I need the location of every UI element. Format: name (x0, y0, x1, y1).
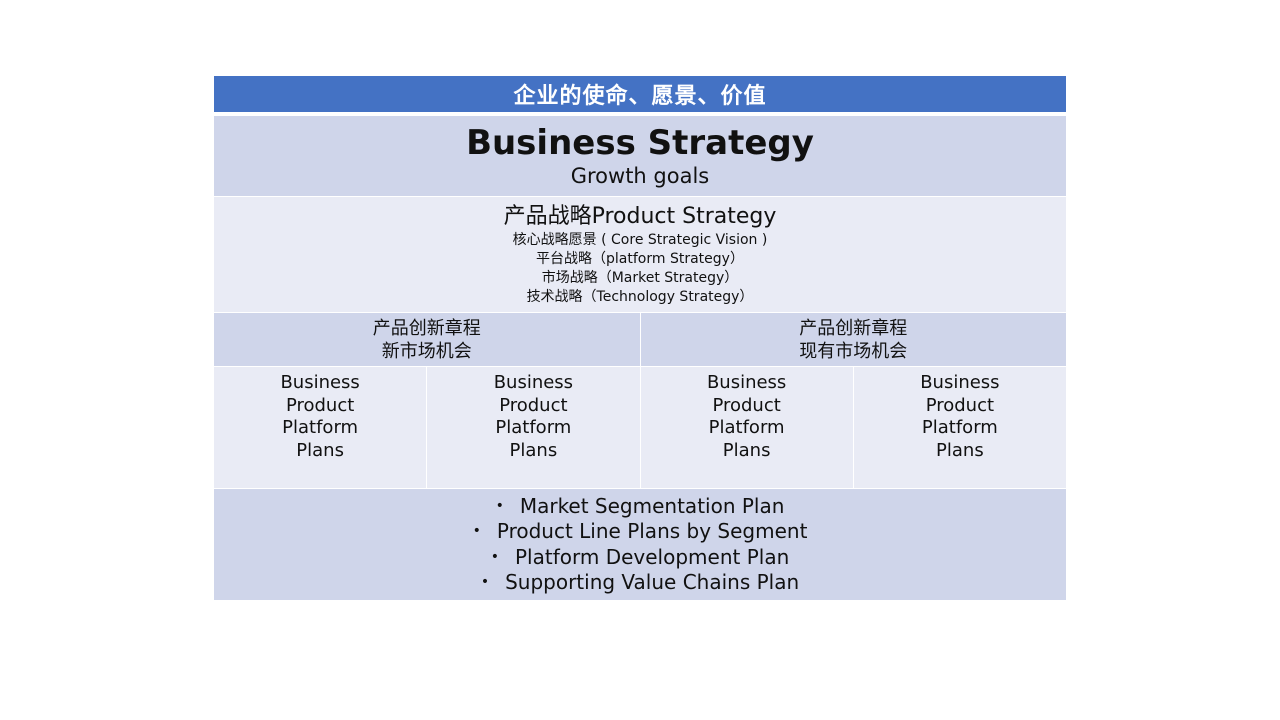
header-title: 企业的使命、愿景、价值 (513, 84, 767, 109)
bullet-marker: • (480, 574, 490, 590)
bullet-text: Product Line Plans by Segment (496, 519, 808, 543)
bullet-text: Platform Development Plan (515, 544, 790, 569)
strategy-hierarchy-table: 企业的使命、愿景、价值 Business Strategy Growth goa… (214, 76, 1066, 600)
business-strategy-title: Business Strategy (466, 123, 814, 163)
plan-cell-3: Business Product Platform Plans (640, 367, 853, 488)
core-strategic-vision-line: 核心战略愿景 ( Core Strategic Vision ) (512, 231, 768, 248)
plan-line: Product (285, 394, 355, 416)
plan-line: Platform (495, 417, 572, 438)
plan-cell-1: Business Product Platform Plans (214, 367, 427, 488)
mission-vision-values-header: 企业的使命、愿景、价值 (214, 76, 1066, 112)
plan-line: Business (706, 372, 787, 393)
charter-label: 产品创新章程 (799, 317, 908, 339)
plan-line: Product (925, 394, 995, 416)
plan-text: Business Product Platform Plans (702, 372, 792, 488)
charter-market-label: 现有市场机会 (799, 340, 908, 362)
platform-plans-row: Business Product Platform Plans Business… (214, 367, 1066, 488)
technology-strategy-line: 技术战略（Technology Strategy） (526, 288, 754, 305)
plan-line: Product (712, 394, 781, 416)
plan-line: Product (499, 394, 568, 416)
bullet-text: Supporting Value Chains Plan (505, 570, 800, 594)
plan-line: Plans (722, 439, 771, 461)
plan-line: Platform (921, 417, 998, 438)
charter-label: 产品创新章程 (372, 317, 481, 339)
bullet-marker: • (495, 497, 504, 514)
charter-market-label: 新市场机会 (381, 340, 472, 362)
plan-line: Platform (282, 417, 359, 438)
bullet-item: • Platform Development Plan (491, 545, 790, 571)
bullet-marker: • (472, 523, 481, 539)
plan-cell-2: Business Product Platform Plans (427, 367, 640, 488)
platform-strategy-line: 平台战略（platform Strategy） (536, 250, 744, 267)
plan-text: Business Product Platform Plans (275, 372, 365, 488)
bullet-item: • Supporting Value Chains Plan (481, 570, 799, 596)
charter-new-market: 产品创新章程 新市场机会 (214, 313, 640, 366)
plan-line: Plans (296, 439, 344, 461)
bullet-marker: • (490, 548, 499, 565)
charter-existing-market: 产品创新章程 现有市场机会 (640, 313, 1066, 366)
plan-line: Plans (936, 439, 984, 461)
business-strategy-subtitle: Growth goals (570, 164, 710, 188)
plan-text: Business Product Platform Plans (915, 372, 1005, 488)
plan-line: Plans (509, 439, 558, 461)
bullet-text: Market Segmentation Plan (519, 493, 785, 518)
product-strategy-row: 产品战略Product Strategy 核心战略愿景 ( Core Strat… (214, 197, 1066, 312)
innovation-charter-row: 产品创新章程 新市场机会 产品创新章程 现有市场机会 (214, 313, 1066, 366)
plan-text: Business Product Platform Plans (488, 372, 578, 488)
business-strategy-row: Business Strategy Growth goals (214, 116, 1066, 196)
plan-cell-4: Business Product Platform Plans (853, 367, 1066, 488)
plan-line: Business (493, 372, 574, 393)
market-strategy-line: 市场战略（Market Strategy） (541, 269, 739, 286)
bullet-item: • Market Segmentation Plan (496, 494, 785, 520)
plan-line: Business (280, 372, 360, 393)
plan-line: Platform (708, 417, 785, 438)
bullet-item: • Product Line Plans by Segment (473, 519, 808, 545)
plans-bullet-list: • Market Segmentation Plan • Product Lin… (214, 489, 1066, 600)
product-strategy-title: 产品战略Product Strategy (503, 203, 777, 229)
plan-line: Business (920, 372, 1000, 393)
